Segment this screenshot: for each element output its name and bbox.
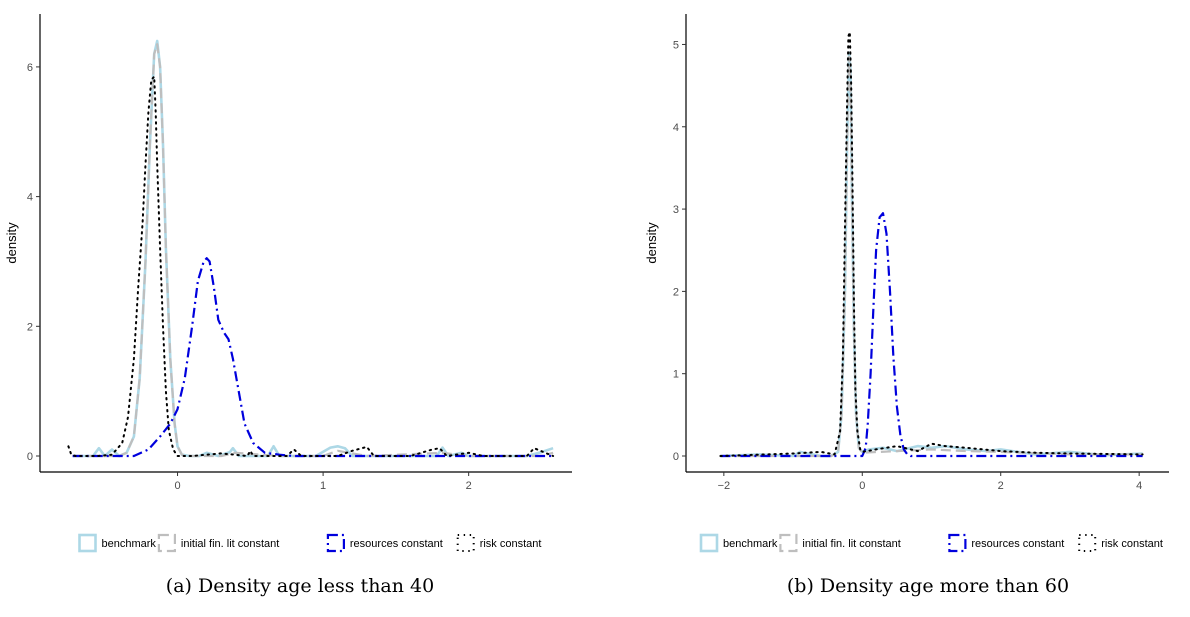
legend-label: resources constant: [350, 538, 443, 550]
legend-label: initial fin. lit constant: [181, 538, 279, 550]
legend-key-risk-constant: [456, 534, 475, 552]
x-tick-label: 4: [1136, 480, 1142, 492]
x-tick-label: 1: [320, 480, 326, 492]
x-tick-label: 0: [859, 480, 865, 492]
y-tick-label: 4: [673, 122, 679, 134]
legend-label: initial fin. lit constant: [802, 538, 900, 550]
y-tick-label: 1: [673, 369, 679, 381]
legend-key-resources-constant: [948, 533, 967, 553]
legend-key-benchmark: [78, 533, 97, 553]
legend-label: benchmark: [102, 538, 157, 550]
figure-caption: (b) Density age more than 60: [787, 575, 1069, 597]
y-tick-label: 5: [673, 39, 679, 51]
series-line-resources-constant: [720, 212, 1143, 458]
y-tick-label: 6: [27, 62, 33, 74]
x-tick-label: 0: [174, 480, 180, 492]
legend-key-risk-constant: [1078, 534, 1097, 552]
series-line-initial-fin-lit-constant: [72, 43, 554, 458]
legend-label: risk constant: [1101, 538, 1163, 550]
y-axis-title: density: [4, 222, 19, 264]
series-line-initial-fin-lit-constant: [720, 55, 1143, 458]
legend-label: risk constant: [480, 538, 542, 550]
legend-key-resources-constant: [326, 533, 345, 553]
legend-label: benchmark: [723, 538, 778, 550]
y-tick-label: 0: [27, 451, 33, 463]
y-tick-label: 2: [673, 286, 679, 298]
y-tick-label: 2: [27, 321, 33, 333]
legend-key-benchmark: [699, 533, 719, 553]
chart-panel-2: 0 1 2 3 4 5 −2 0 2 4 density benchmark initial fin. …: [644, 14, 1169, 597]
legend: benchmark initial fin. lit constant resour…: [699, 533, 1163, 553]
y-tick-label: 0: [673, 451, 679, 463]
y-tick-label: 3: [673, 204, 679, 216]
series-line-resources-constant: [72, 257, 554, 458]
legend-key-initial-fin-lit-constant: [779, 533, 798, 553]
y-tick-label: 4: [27, 192, 33, 204]
series-line-risk-constant: [67, 75, 555, 457]
series-line-benchmark: [720, 51, 1143, 458]
chart-panel-1: 0 2 4 6 0 1 2 density benchmark initial fin. lit …: [4, 14, 572, 597]
series-line-benchmark: [72, 39, 554, 458]
x-tick-label: 2: [998, 480, 1004, 492]
legend-label: resources constant: [971, 538, 1064, 550]
x-tick-label: 2: [466, 480, 472, 492]
y-axis-title: density: [644, 222, 659, 264]
figure-caption: (a) Density age less than 40: [166, 575, 434, 597]
series-line-risk-constant: [719, 31, 1144, 457]
x-tick-label: −2: [718, 480, 731, 492]
legend: benchmark initial fin. lit constant resour…: [78, 533, 542, 553]
legend-key-initial-fin-lit-constant: [157, 533, 176, 553]
